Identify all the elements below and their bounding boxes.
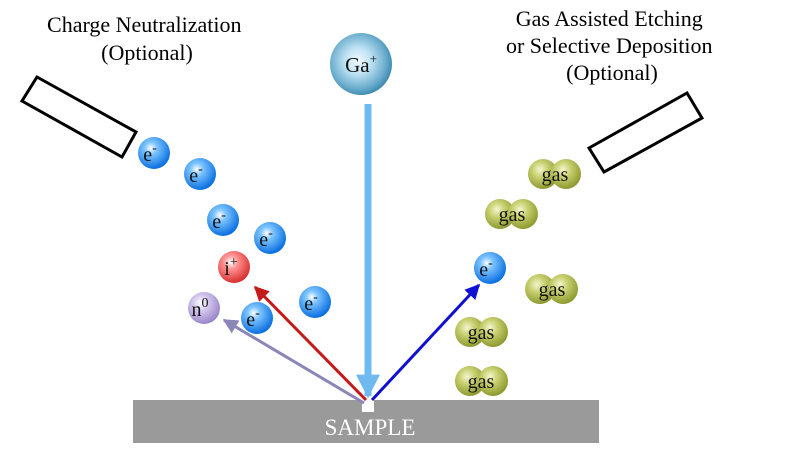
svg-text:gas: gas: [499, 204, 526, 226]
svg-text:gas: gas: [468, 322, 495, 344]
gallium-ion-source: [330, 33, 392, 95]
electron: e-: [299, 286, 331, 318]
gas-molecule: gas: [455, 317, 508, 347]
impact-site: [362, 400, 374, 412]
left-label-line-2: (Optional): [101, 40, 193, 65]
electron: e-: [241, 302, 273, 334]
neutral-arrow: [222, 318, 365, 405]
svg-text:gas: gas: [539, 279, 566, 301]
secondary-ion-arrow: [253, 285, 368, 402]
left-label: Charge Neutralization (Optional): [47, 12, 247, 65]
electron: e-: [207, 204, 239, 236]
svg-text:gas: gas: [468, 371, 495, 393]
electron-flood-gun-nozzle: [19, 74, 139, 160]
svg-text:e-: e-: [212, 208, 226, 233]
sample-label: SAMPLE: [325, 415, 416, 440]
secondary-electron: e-: [474, 252, 506, 284]
left-label-line-1: Charge Neutralization: [47, 12, 241, 37]
right-label-line-2: or Selective Deposition: [506, 33, 713, 58]
svg-text:e-: e-: [143, 141, 157, 166]
gallium-ion-label: Ga+: [345, 51, 377, 77]
svg-text:i+: i+: [224, 255, 238, 280]
gas-molecule: gas: [528, 159, 581, 189]
svg-text:e-: e-: [246, 306, 260, 331]
right-label: Gas Assisted Etching or Selective Deposi…: [506, 6, 718, 85]
svg-text:e-: e-: [259, 226, 273, 251]
electron: e-: [138, 137, 170, 169]
svg-text:e-: e-: [479, 256, 493, 281]
gas-molecule: gas: [455, 366, 508, 396]
electron: e-: [184, 158, 216, 190]
electron: e-: [254, 222, 286, 254]
secondary-ion: i+: [218, 251, 250, 283]
gas-injection-nozzle: [586, 90, 705, 174]
secondary-electron-arrow: [370, 283, 481, 402]
right-label-line-3: (Optional): [566, 60, 658, 85]
svg-text:n0: n0: [192, 296, 209, 321]
svg-text:gas: gas: [542, 164, 569, 186]
svg-text:e-: e-: [304, 290, 318, 315]
gas-molecule: gas: [485, 199, 538, 229]
neutral-particle: n0: [188, 292, 220, 324]
right-label-line-1: Gas Assisted Etching: [516, 6, 703, 31]
svg-text:e-: e-: [189, 162, 203, 187]
gas-molecule: gas: [525, 274, 578, 304]
